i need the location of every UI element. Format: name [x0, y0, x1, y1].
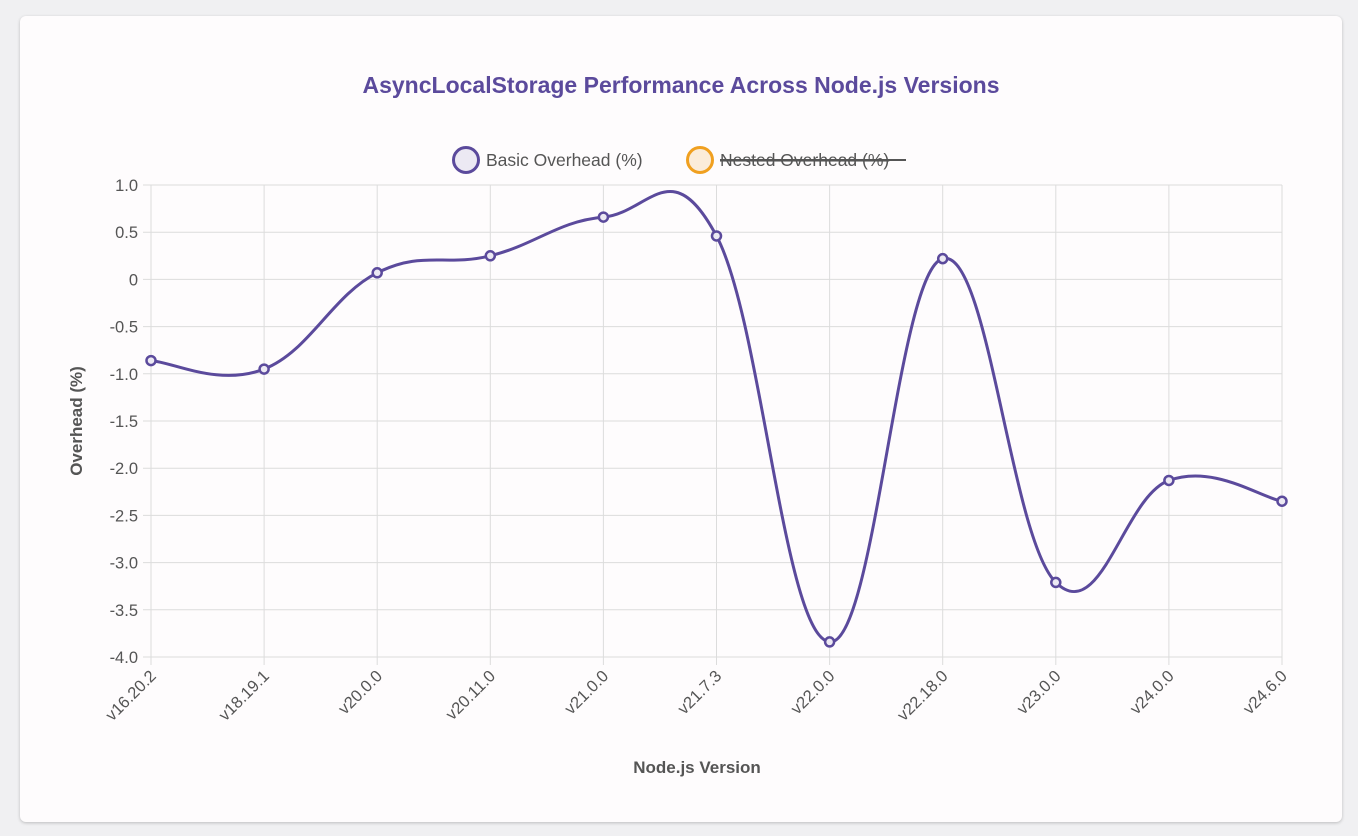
y-tick-label: -1.5 [110, 413, 138, 431]
data-point[interactable] [823, 636, 836, 648]
series-basic-overhead [145, 189, 1288, 648]
y-tick-label: -3.5 [110, 602, 138, 620]
x-tick-label: v24.6.0 [1240, 667, 1291, 718]
y-tick-label: -1.0 [110, 366, 138, 384]
legend: Basic Overhead (%) Nested Overhead (%) [452, 146, 907, 174]
data-point[interactable] [1276, 495, 1288, 507]
x-tick-label: v21.7.3 [674, 667, 725, 718]
x-tick-label: v22.18.0 [894, 667, 951, 724]
y-axis-label: Overhead (%) [67, 366, 86, 476]
data-point[interactable] [484, 250, 497, 262]
data-point[interactable] [597, 211, 610, 223]
data-point[interactable] [371, 267, 383, 279]
x-axis-label: Node.js Version [633, 758, 761, 777]
y-tick-label: 1.0 [115, 177, 138, 195]
x-tick-label: v20.0.0 [335, 667, 386, 718]
x-axis-ticks: v16.20.2 v18.19.1 v20.0.0 v20.11.0 v21.0.0 v2… [102, 667, 1290, 724]
data-point[interactable] [145, 354, 157, 367]
legend-item-basic-overhead[interactable]: Basic Overhead (%) [452, 146, 643, 174]
y-tick-label: 0 [129, 271, 138, 289]
legend-item-nested-overhead[interactable]: Nested Overhead (%) [686, 146, 907, 174]
line-chart: AsyncLocalStorage Performance Across Nod… [67, 72, 1291, 777]
grid [143, 184, 1283, 665]
x-tick-label: v16.20.2 [102, 667, 159, 724]
y-axis-ticks: 1.0 0.5 0 -0.5 -1.0 -1.5 -2.0 -2.5 -3.0 -3.5 -4.0 [110, 177, 138, 667]
x-tick-label: v23.0.0 [1014, 667, 1065, 718]
y-tick-label: -2.0 [110, 460, 138, 478]
legend-label-basic-overhead: Basic Overhead (%) [486, 150, 643, 170]
x-tick-label: v21.0.0 [561, 667, 612, 718]
chart-card: AsyncLocalStorage Performance Across Nod… [20, 16, 1342, 822]
legend-swatch-nested-overhead [686, 146, 714, 174]
y-tick-label: -4.0 [110, 649, 138, 667]
x-tick-label: v22.0.0 [787, 667, 838, 718]
y-tick-label: -2.5 [110, 507, 138, 525]
data-point[interactable] [936, 252, 949, 265]
y-tick-label: 0.5 [115, 224, 138, 242]
x-tick-label: v20.11.0 [443, 667, 500, 724]
data-point[interactable] [710, 230, 723, 242]
data-point[interactable] [1163, 474, 1175, 487]
y-tick-label: -3.0 [110, 555, 138, 573]
y-tick-label: -0.5 [110, 319, 138, 337]
legend-swatch-basic-overhead [452, 146, 480, 174]
chart-title: AsyncLocalStorage Performance Across Nod… [362, 72, 999, 98]
data-point[interactable] [1050, 576, 1062, 589]
data-point[interactable] [258, 363, 270, 375]
x-tick-label: v24.0.0 [1127, 667, 1178, 718]
x-tick-label: v18.19.1 [215, 667, 272, 724]
